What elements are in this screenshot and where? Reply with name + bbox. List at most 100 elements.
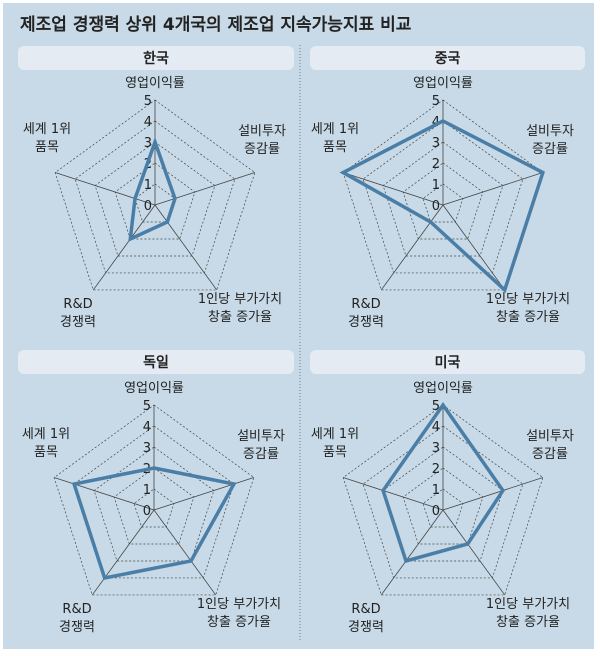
axis-label-line: R&D bbox=[63, 297, 92, 312]
axis-label-line: 영업이익률 bbox=[413, 381, 473, 396]
chart-header bbox=[18, 46, 294, 70]
axis-label: 영업이익률 bbox=[125, 76, 185, 91]
tick-label: 4 bbox=[144, 115, 152, 130]
axis-label-line: 1인당 부가가치 bbox=[198, 292, 282, 307]
grid-ring-2 bbox=[402, 162, 484, 240]
axis-line bbox=[91, 509, 155, 596]
axis-label-line: 경쟁력 bbox=[348, 620, 384, 635]
tick-label: 2 bbox=[432, 462, 440, 477]
grid-ring-1 bbox=[134, 183, 176, 223]
axis-line bbox=[55, 172, 156, 206]
axis-label: 영업이익률 bbox=[124, 381, 184, 396]
axis-label-line: 세계 1위 bbox=[311, 427, 359, 442]
axis-label-line: 증감률 bbox=[244, 142, 280, 157]
axis-label-line: 경쟁력 bbox=[59, 620, 95, 635]
axis-line bbox=[92, 204, 156, 291]
tick-label: 0 bbox=[144, 199, 152, 214]
axis-label-line: 영업이익률 bbox=[124, 381, 184, 396]
data-series bbox=[71, 466, 237, 580]
grid-ring-5 bbox=[54, 99, 256, 291]
chart-header bbox=[310, 350, 585, 374]
grid-ring-1 bbox=[422, 183, 464, 223]
axis-label-line: 설비투자 bbox=[526, 429, 574, 444]
grid-ring-2 bbox=[114, 162, 196, 240]
axis-label-line: 설비투자 bbox=[526, 124, 574, 139]
axis-line bbox=[343, 172, 444, 206]
tick-label: 2 bbox=[432, 157, 440, 172]
grid-ring-2 bbox=[113, 467, 195, 545]
tick-label: 5 bbox=[144, 94, 152, 109]
axis-label: 1인당 부가가치 창출 증가율 bbox=[197, 597, 281, 630]
axis-line bbox=[153, 477, 254, 511]
grid-ring-2 bbox=[402, 467, 484, 545]
tick-label: 5 bbox=[432, 94, 440, 109]
axis-label-line: 1인당 부가가치 bbox=[486, 292, 570, 307]
data-series bbox=[128, 136, 177, 242]
axis-label-line: 품목 bbox=[323, 445, 347, 460]
axis-line bbox=[154, 172, 255, 206]
tick-label: 4 bbox=[432, 420, 440, 435]
axis-line bbox=[380, 509, 444, 596]
chart-title: 미국 bbox=[435, 355, 461, 371]
axis-label-line: 설비투자 bbox=[238, 124, 286, 139]
tick-label: 3 bbox=[144, 136, 152, 151]
axis-label: R&D 경쟁력 bbox=[348, 602, 384, 635]
axis-line bbox=[343, 477, 444, 511]
grid-ring-5 bbox=[342, 99, 544, 291]
tick-label: 5 bbox=[143, 399, 151, 414]
grid-ring-3 bbox=[93, 446, 215, 562]
figure-background bbox=[3, 3, 594, 649]
tick-label: 1 bbox=[432, 178, 440, 193]
axis-label: R&D 경쟁력 bbox=[59, 602, 95, 635]
chart-title: 한국 bbox=[143, 51, 169, 67]
axis-label-line: 경쟁력 bbox=[60, 315, 96, 330]
tick-label: 3 bbox=[143, 441, 151, 456]
axis-label-line: 1인당 부가가치 bbox=[197, 597, 281, 612]
axis-label: 영업이익률 bbox=[413, 381, 473, 396]
grid-ring-5 bbox=[53, 404, 255, 596]
axis-line bbox=[54, 477, 155, 511]
axis-label: 1인당 부가가치 창출 증가율 bbox=[486, 597, 570, 630]
grid-ring-3 bbox=[382, 446, 504, 562]
figure-title: 제조업 경쟁력 상위 4개국의 제조업 지속가능지표 비교 bbox=[20, 15, 412, 35]
tick-label: 1 bbox=[143, 483, 151, 498]
tick-label: 0 bbox=[432, 504, 440, 519]
axis-label-line: 창출 증가율 bbox=[208, 310, 272, 325]
axis-label-line: 영업이익률 bbox=[125, 76, 185, 91]
tick-label: 0 bbox=[143, 504, 151, 519]
axis-label-line: 창출 증가율 bbox=[496, 615, 560, 630]
axis-line bbox=[442, 204, 506, 291]
tick-label: 4 bbox=[432, 115, 440, 130]
axis-label-line: 품목 bbox=[34, 445, 58, 460]
axis-label-line: 품목 bbox=[35, 140, 59, 155]
axis-line bbox=[153, 509, 217, 596]
tick-label: 3 bbox=[432, 441, 440, 456]
chart-header bbox=[310, 46, 585, 70]
axis-label: R&D 경쟁력 bbox=[348, 297, 384, 330]
axis-label-line: 세계 1위 bbox=[23, 122, 71, 137]
axis-line bbox=[380, 204, 444, 291]
chart-header bbox=[18, 350, 294, 374]
grid-ring-1 bbox=[422, 488, 464, 528]
tick-label: 0 bbox=[432, 199, 440, 214]
axis-label-line: 증감률 bbox=[243, 447, 279, 462]
axis-label-line: 세계 1위 bbox=[22, 427, 70, 442]
axis-label: R&D 경쟁력 bbox=[60, 297, 96, 330]
grid-ring-5 bbox=[342, 404, 544, 596]
tick-label: 1 bbox=[144, 178, 152, 193]
data-series bbox=[381, 401, 506, 564]
axis-label-line: 세계 1위 bbox=[311, 122, 359, 137]
axis-label-line: R&D bbox=[351, 602, 380, 617]
axis-label: 설비투자 증감률 bbox=[237, 429, 285, 462]
axis-line bbox=[154, 204, 218, 291]
tick-label: 3 bbox=[432, 136, 440, 151]
axis-label-line: 품목 bbox=[323, 140, 347, 155]
axis-label: 설비투자 증감률 bbox=[526, 429, 574, 462]
